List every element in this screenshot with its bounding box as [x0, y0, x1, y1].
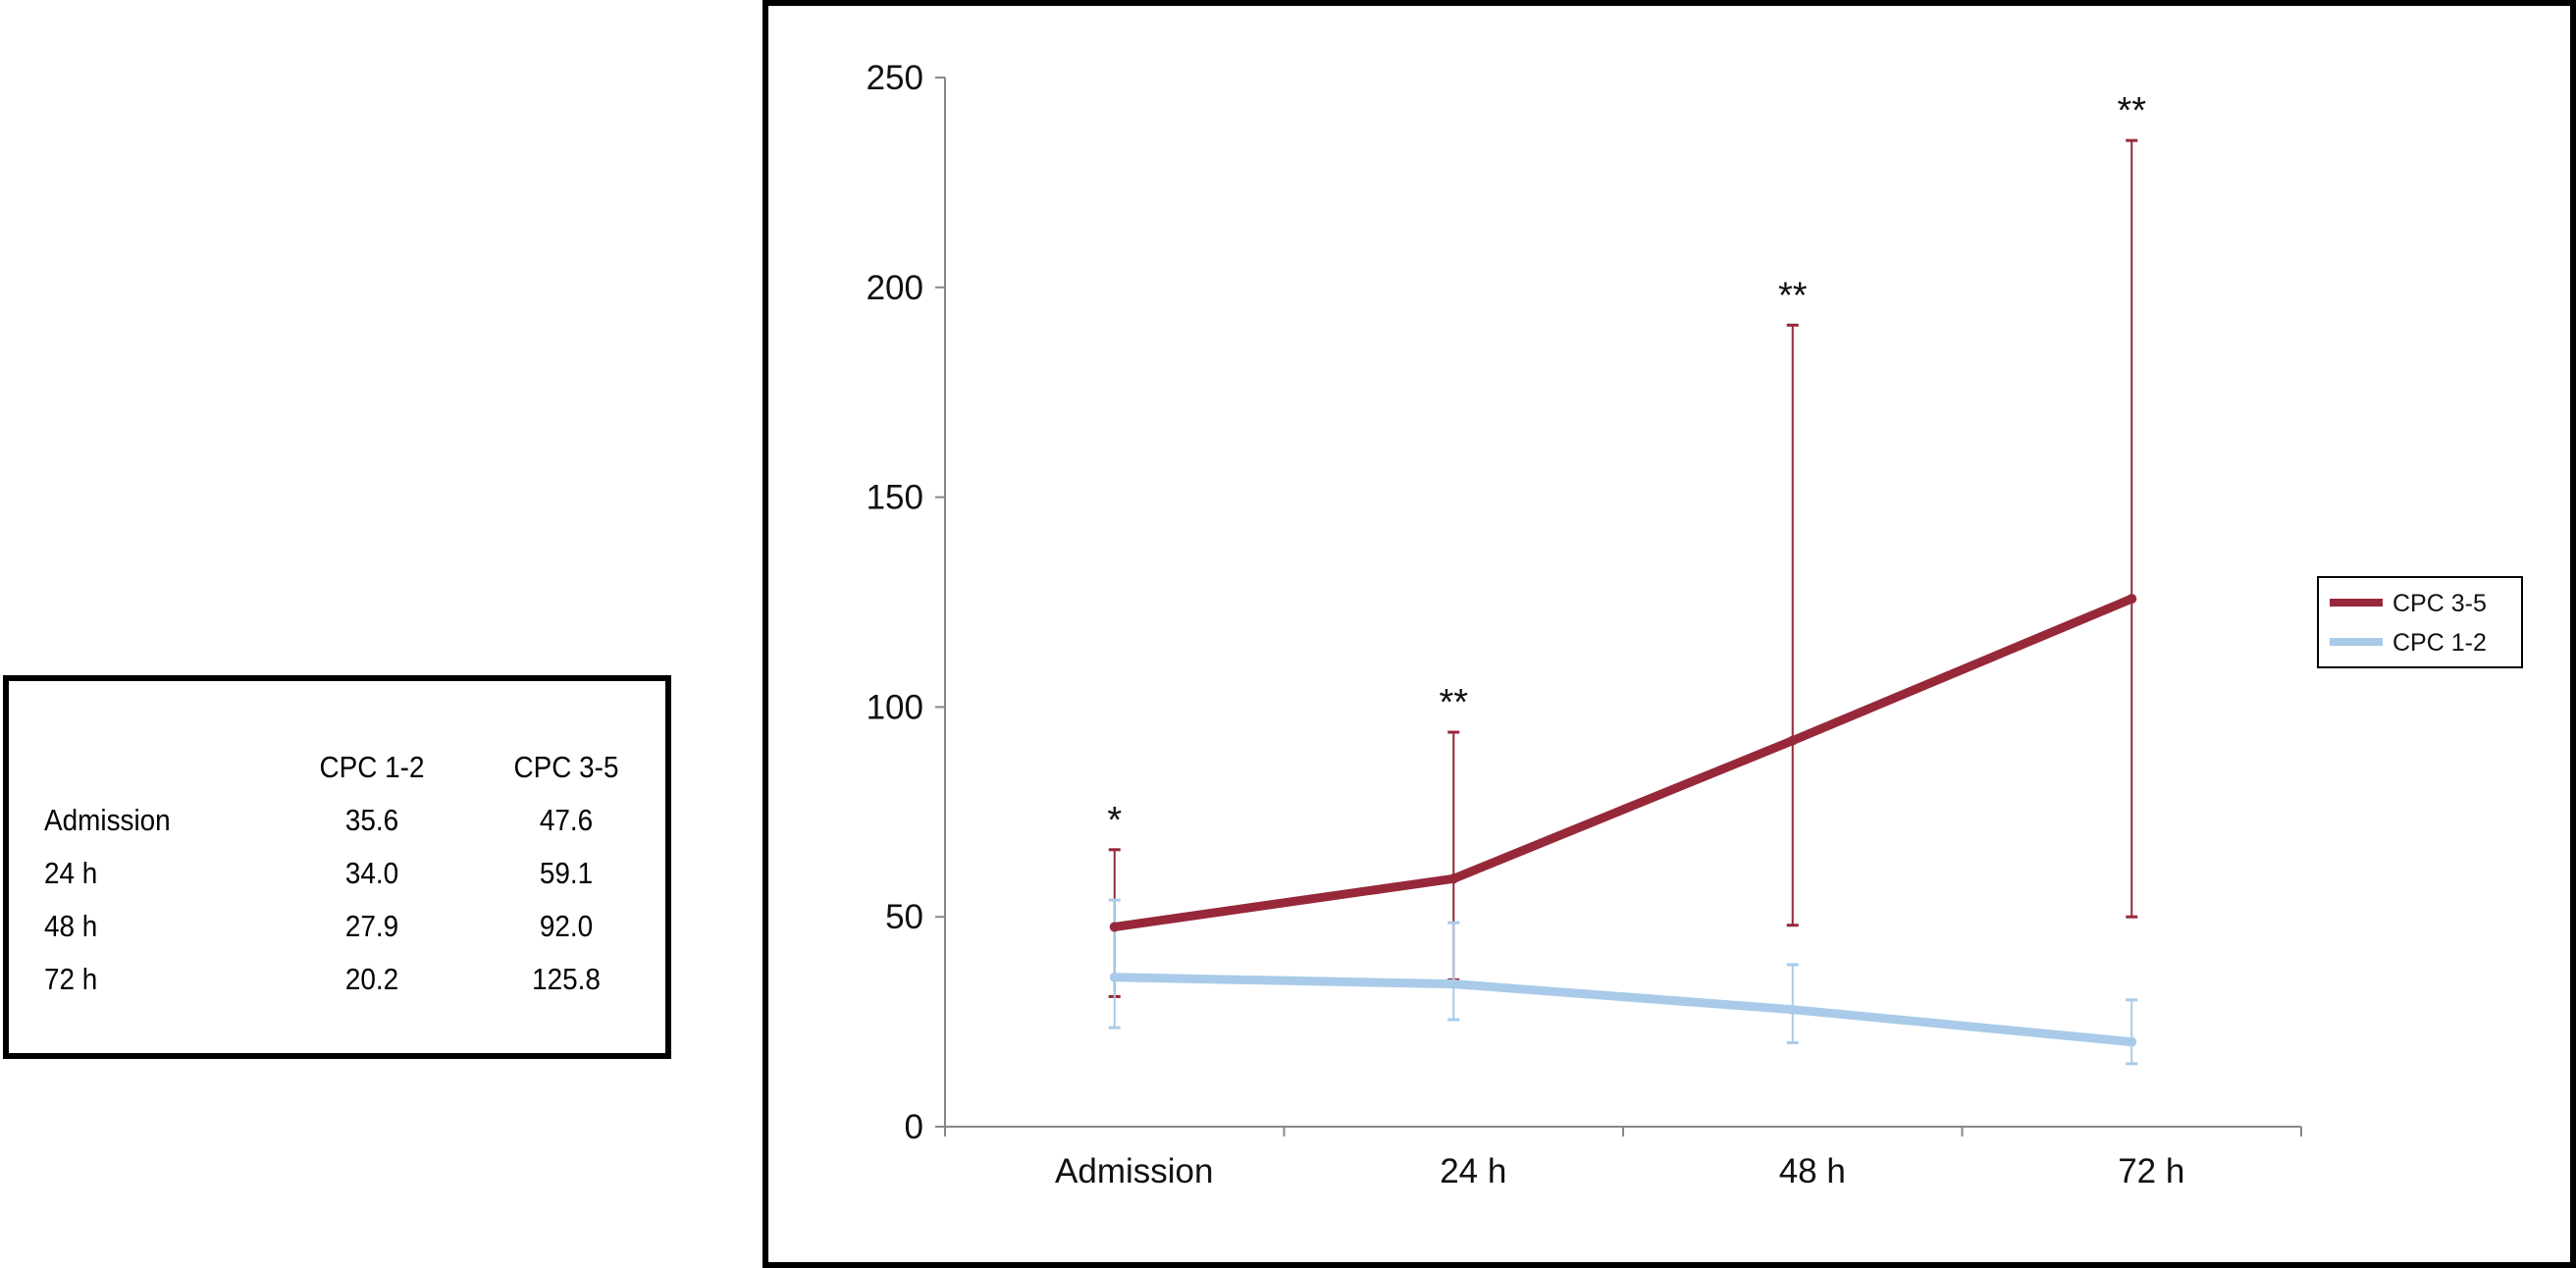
data-point	[1109, 922, 1120, 932]
row-label: Admission	[44, 803, 171, 837]
significance-marker: **	[1439, 682, 1468, 723]
table-cell: 125.8	[532, 962, 601, 996]
y-tick-label: 0	[905, 1108, 923, 1146]
table-header: CPC 1-2	[319, 750, 425, 784]
data-point	[1787, 735, 1798, 746]
series-line	[1110, 594, 2136, 931]
legend-label: CPC 1-2	[2392, 629, 2487, 657]
significance-marker: **	[2117, 90, 2146, 132]
x-tick-label: 48 h	[1779, 1152, 1846, 1190]
data-point	[2127, 1036, 2137, 1047]
x-tick-label: Admission	[1055, 1152, 1213, 1190]
legend	[2317, 576, 2523, 668]
legend-label: CPC 3-5	[2392, 590, 2487, 617]
table-cell: 20.2	[344, 962, 399, 996]
table-cell: 92.0	[539, 909, 594, 943]
y-tick-label: 200	[867, 269, 923, 307]
table-header: CPC 3-5	[513, 750, 619, 784]
summary-table: CPC 1-2 CPC 3-5 Admission 35.6 47.6 24 h 34.0 5…	[3, 675, 671, 1059]
series-line	[1110, 973, 2136, 1047]
y-tick-label: 100	[867, 688, 923, 726]
data-point	[1448, 873, 1459, 884]
table-cell: 34.0	[344, 856, 399, 890]
row-label: 72 h	[44, 962, 98, 996]
data-point	[1109, 972, 1120, 982]
significance-marker: **	[1778, 275, 1808, 316]
table-cell: 59.1	[539, 856, 594, 890]
y-tick-label: 50	[885, 898, 923, 936]
data-point	[1787, 1004, 1798, 1015]
x-tick-label: 72 h	[2118, 1152, 2184, 1190]
row-label: 48 h	[44, 909, 98, 943]
y-tick-label: 150	[867, 479, 923, 517]
x-tick-label: 24 h	[1440, 1152, 1506, 1190]
significance-marker: *	[1107, 800, 1122, 841]
table-cell: 47.6	[539, 803, 594, 837]
y-tick-label: 250	[867, 59, 923, 97]
data-point	[2127, 594, 2137, 605]
row-label: 24 h	[44, 856, 98, 890]
data-point	[1448, 978, 1459, 989]
table-cell: 27.9	[344, 909, 399, 943]
table-cell: 35.6	[344, 803, 399, 837]
chart-frame	[762, 0, 2576, 1268]
